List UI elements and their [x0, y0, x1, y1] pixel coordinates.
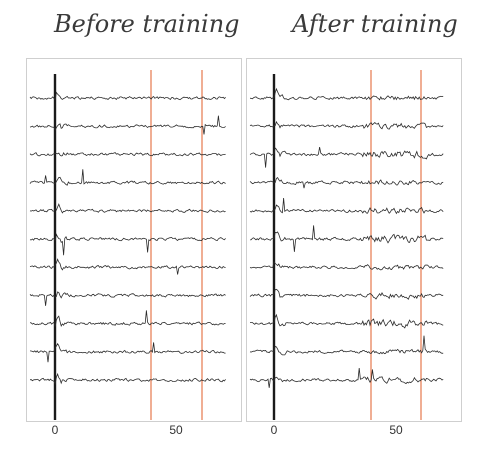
trace-10	[249, 335, 444, 356]
trace-4	[249, 177, 444, 189]
trace-5	[249, 197, 444, 215]
trace-11	[249, 367, 444, 388]
trace-9	[249, 313, 444, 329]
trace-2	[249, 120, 444, 130]
trace-3	[249, 147, 444, 168]
tick-label-fifty-left: 50	[169, 423, 183, 437]
trace-7	[249, 260, 444, 271]
trace-1	[249, 87, 444, 101]
trace-5	[29, 203, 226, 214]
traces-before-training	[29, 70, 226, 420]
trace-6	[249, 225, 444, 252]
tick-label-fifty-right: 50	[389, 423, 403, 437]
trace-6	[29, 233, 226, 256]
trace-2	[29, 115, 226, 135]
tick-label-zero-left: 0	[51, 423, 59, 437]
trace-8	[29, 291, 226, 306]
tick-label-zero-right: 0	[270, 423, 278, 437]
trace-3	[29, 151, 226, 157]
panel-title-after: After training	[292, 10, 458, 38]
panel-before-training	[26, 58, 242, 422]
trace-11	[29, 372, 226, 385]
trace-7	[29, 258, 226, 275]
trace-8	[249, 288, 444, 300]
traces-after-training	[249, 70, 444, 420]
trace-9	[29, 310, 226, 328]
trace-4	[29, 169, 226, 186]
trace-1	[29, 91, 226, 101]
panel-title-before: Before training	[54, 10, 240, 38]
trace-10	[29, 342, 226, 363]
